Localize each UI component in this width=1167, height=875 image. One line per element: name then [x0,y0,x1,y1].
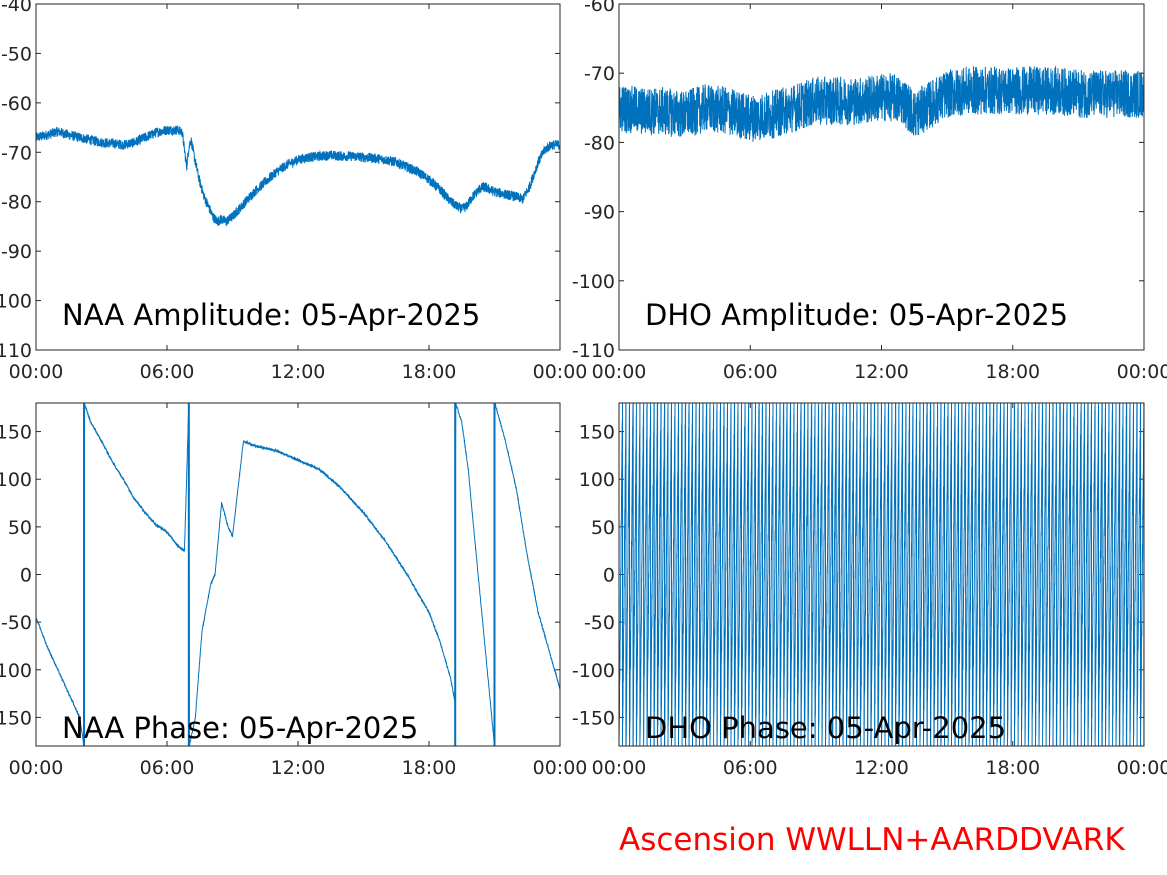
panel-dho-phase: 00:00 06:00 12:00 18:00 00:00 150 100 50 0 -50 -10… [572,402,1167,779]
x-tick-label: 06:00 [723,361,778,383]
y-tick-label: -90 [584,202,615,224]
y-tick-label: -50 [1,612,32,634]
ticks-naa-phase: 00:00 06:00 12:00 18:00 00:00 150 100 50 0 -50 -10… [0,403,587,779]
x-tick-label: 00:00 [533,361,588,383]
y-tick-label: -70 [1,142,32,164]
y-tick-label: 0 [603,565,615,587]
y-tick-label: -70 [584,63,615,85]
x-tick-label: 18:00 [985,361,1040,383]
y-tick-label: 50 [591,517,615,539]
y-tick-label: -90 [1,241,32,263]
y-tick-label: -100 [572,660,615,682]
x-tick-label: 06:00 [140,361,195,383]
x-tick-label: 18:00 [985,757,1040,779]
y-tick-label: 150 [579,422,615,444]
series-line-naa-phase [36,403,560,746]
y-tick-label: -50 [584,612,615,634]
title-naa-amplitude: NAA Amplitude: 05-Apr-2025 [62,298,480,332]
series-dho-phase [619,403,1144,746]
plot-area-naa-amplitude [36,4,560,350]
title-dho-phase: DHO Phase: 05-Apr-2025 [645,711,1006,745]
station-label: Ascension WWLLN+AARDDVARK [619,822,1125,858]
y-tick-label: -150 [0,707,32,729]
y-tick-label: 100 [0,469,32,491]
x-tick-label: 12:00 [271,361,326,383]
x-tick-label: 06:00 [140,757,195,779]
panel-naa-amplitude: 00:00 06:00 12:00 18:00 00:00 -40 -50 -60 -70 -80… [0,0,587,383]
series-naa-amplitude [36,125,560,227]
y-tick-label: -50 [1,43,32,65]
axes-box-dho-phase [618,402,1145,747]
plot-area-naa-phase [36,403,560,746]
y-tick-label: 0 [20,565,32,587]
x-tick-label: 00:00 [592,757,647,779]
y-tick-label: -150 [572,707,615,729]
axes-box-naa-phase [35,402,561,747]
y-tick-label: 150 [0,422,32,444]
ticks-dho-phase: 00:00 06:00 12:00 18:00 00:00 150 100 50 0 -50 -10… [572,403,1167,779]
x-tick-label: 18:00 [402,757,457,779]
panel-dho-amplitude: 00:00 06:00 12:00 18:00 00:00 -60 -70 -80 -90 -10… [572,0,1167,383]
series-line-dho-amp [619,66,1144,142]
ticks-dho-amplitude: 00:00 06:00 12:00 18:00 00:00 -60 -70 -80 -90 -10… [572,0,1167,383]
series-line-naa-amp [36,125,560,227]
y-tick-label: -100 [572,271,615,293]
y-tick-label: -40 [1,0,32,16]
title-dho-amplitude: DHO Amplitude: 05-Apr-2025 [645,298,1068,332]
axes-box-dho-amplitude [618,3,1145,351]
x-tick-label: 00:00 [1117,361,1167,383]
y-tick-label: -100 [0,660,32,682]
title-naa-phase: NAA Phase: 05-Apr-2025 [62,711,418,745]
series-line-dho-phase [619,403,1144,746]
x-tick-label: 18:00 [402,361,457,383]
y-tick-label: -110 [0,340,32,362]
y-tick-label: 50 [8,517,32,539]
axes-box-naa-amplitude [35,3,561,351]
x-tick-label: 00:00 [9,361,64,383]
series-dho-amplitude [619,66,1144,142]
x-tick-label: 12:00 [854,361,909,383]
y-tick-label: -60 [1,93,32,115]
series-naa-phase [36,403,560,746]
x-tick-label: 00:00 [592,361,647,383]
y-tick-label: -110 [572,340,615,362]
x-tick-label: 12:00 [854,757,909,779]
plot-area-dho-amplitude [619,4,1144,350]
x-tick-label: 00:00 [1117,757,1167,779]
panel-naa-phase: 00:00 06:00 12:00 18:00 00:00 150 100 50 0 -50 -10… [0,402,587,779]
x-tick-label: 00:00 [9,757,64,779]
y-tick-label: 100 [579,469,615,491]
y-tick-label: -80 [1,192,32,214]
x-tick-label: 06:00 [723,757,778,779]
y-tick-label: -60 [584,0,615,16]
x-tick-label: 00:00 [533,757,588,779]
ticks-naa-amplitude: 00:00 06:00 12:00 18:00 00:00 -40 -50 -60 -70 -80… [0,0,587,383]
x-tick-label: 12:00 [271,757,326,779]
y-tick-label: -100 [0,291,32,313]
y-tick-label: -80 [584,132,615,154]
